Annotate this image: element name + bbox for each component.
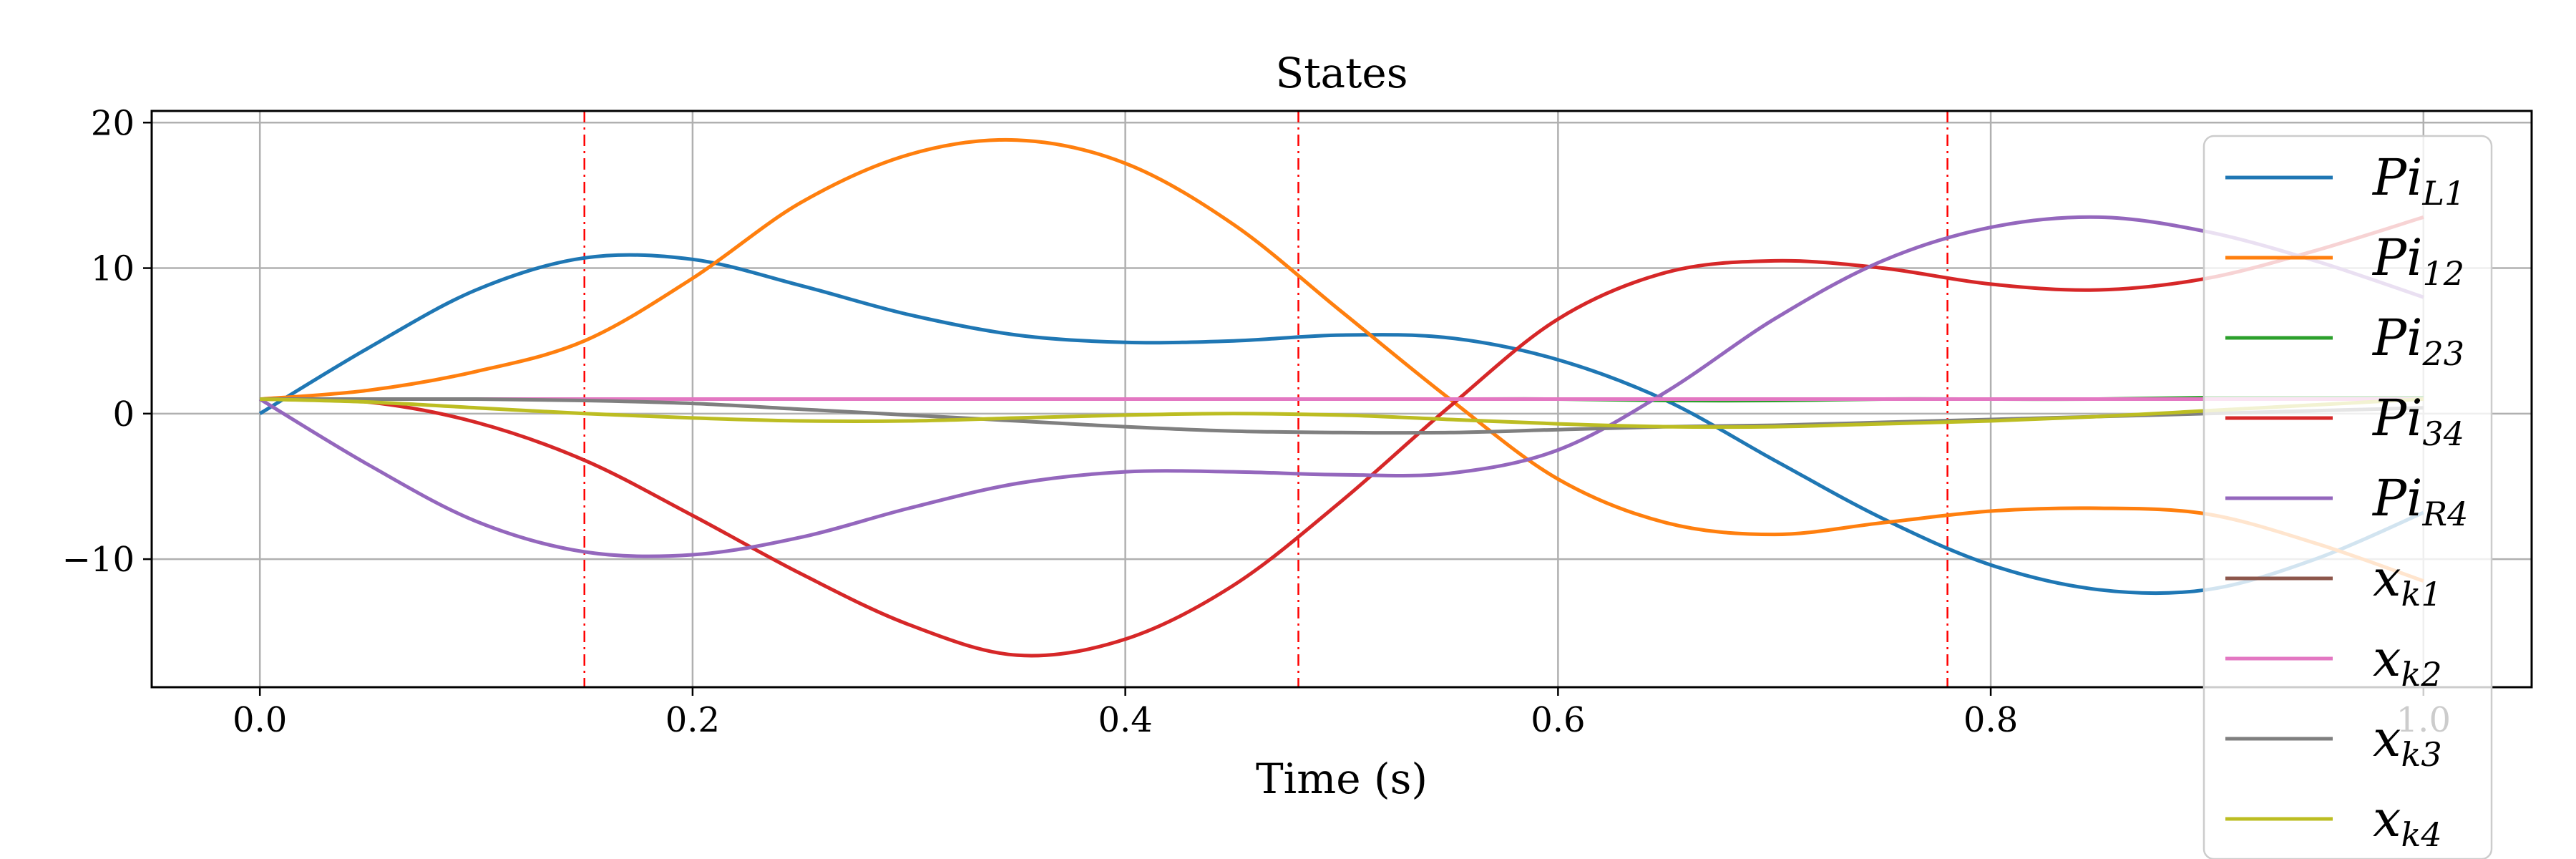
legend-label: xk4 bbox=[2373, 790, 2442, 854]
series-line-pi-12 bbox=[260, 137, 2424, 583]
legend: PiL1 Pi12 Pi23 Pi34 PiR4 xk1 xk2 xk3 xk4 bbox=[2202, 135, 2493, 859]
legend-item-pi-l1: PiL1 bbox=[2225, 148, 2465, 213]
y-tick-label-0: −10 bbox=[62, 540, 135, 580]
plot-frame bbox=[150, 110, 2533, 689]
x-tick-label-4: 0.8 bbox=[1963, 700, 2018, 740]
series-line-pi-l1 bbox=[258, 253, 2424, 596]
series-line-pi-34 bbox=[260, 215, 2424, 658]
legend-label: xk2 bbox=[2373, 629, 2442, 694]
legend-label: Pi12 bbox=[2371, 228, 2464, 293]
y-tick-label-3: 20 bbox=[91, 103, 135, 143]
series-lines bbox=[258, 137, 2424, 658]
y-tick-label-1: 0 bbox=[112, 394, 135, 435]
legend-label: Pi34 bbox=[2371, 389, 2464, 453]
legend-label: xk3 bbox=[2373, 709, 2442, 774]
legend-label: xk1 bbox=[2373, 549, 2442, 613]
legend-item-x-k4: xk4 bbox=[2225, 790, 2442, 854]
series-line-pi-r4 bbox=[258, 215, 2424, 558]
legend-label: PiR4 bbox=[2371, 469, 2468, 533]
x-tick-label-2: 0.4 bbox=[1098, 700, 1152, 740]
x-tick-label-1: 0.2 bbox=[665, 700, 720, 740]
legend-item-pi-r4: PiR4 bbox=[2225, 469, 2468, 533]
legend-item-pi-23: Pi23 bbox=[2225, 309, 2464, 373]
x-tick-label-0: 0.0 bbox=[233, 700, 287, 740]
x-tick-label-3: 0.6 bbox=[1531, 700, 1585, 740]
legend-label: PiL1 bbox=[2371, 148, 2465, 213]
legend-box bbox=[2202, 135, 2493, 859]
legend-item-pi-34: Pi34 bbox=[2225, 389, 2464, 453]
legend-item-x-k2: xk2 bbox=[2225, 629, 2442, 694]
legend-item-x-k3: xk3 bbox=[2225, 709, 2442, 774]
legend-item-pi-12: Pi12 bbox=[2225, 228, 2464, 293]
legend-label: Pi23 bbox=[2371, 309, 2464, 373]
series-line-x-k4 bbox=[260, 397, 2424, 430]
y-tick-label-2: 10 bbox=[91, 249, 135, 289]
chart-title: States bbox=[1275, 49, 1407, 97]
x-axis-label: Time (s) bbox=[1256, 754, 1428, 803]
legend-item-x-k1: xk1 bbox=[2225, 549, 2442, 613]
